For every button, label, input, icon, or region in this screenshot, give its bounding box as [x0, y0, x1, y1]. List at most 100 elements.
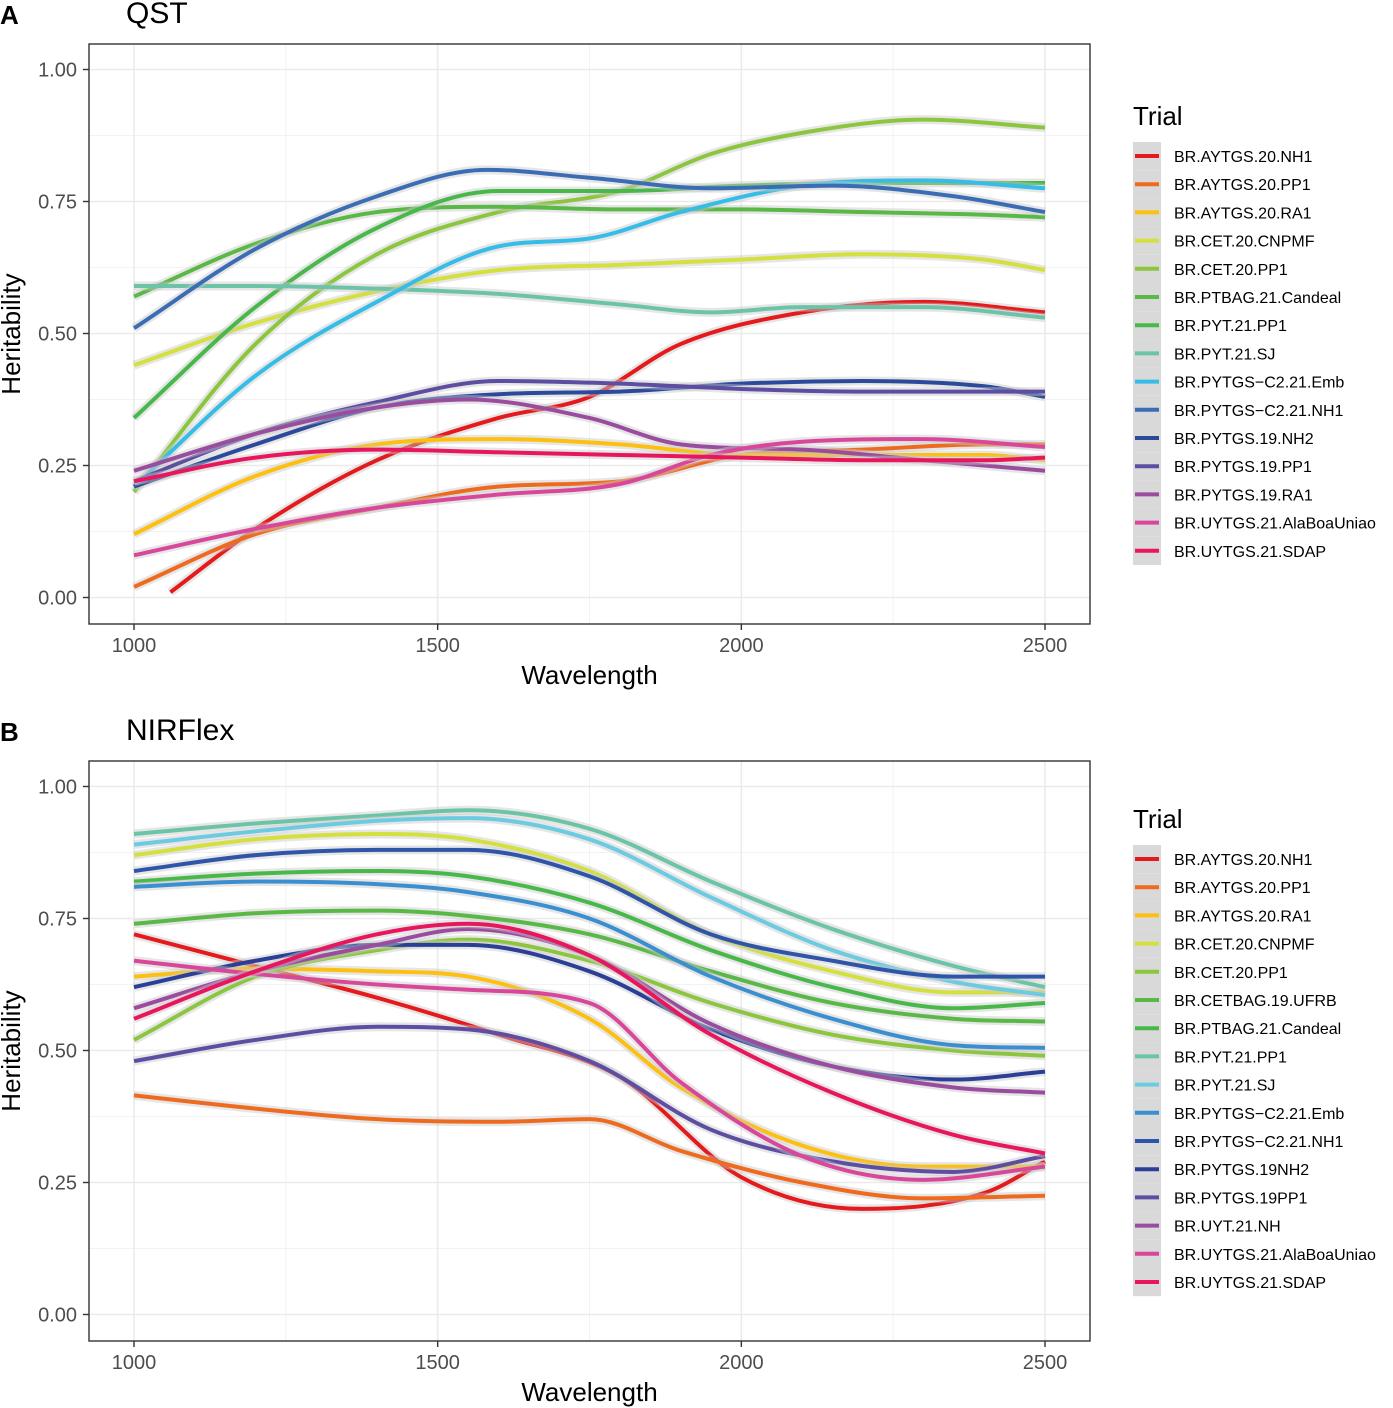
x-axis-title: Wavelength	[521, 660, 657, 690]
series-line	[133, 379, 1046, 489]
panel-letter: B	[0, 717, 19, 747]
series-line	[133, 1024, 1046, 1174]
series-line	[133, 868, 1046, 1011]
y-tick-label: 1.00	[38, 60, 77, 82]
legend-label: BR.PYT.21.SJ	[1174, 1078, 1275, 1095]
legend: Trial BR.AYTGS.20.NH1 BR.AYTGS.20.PP1 BR.AY…	[1133, 101, 1376, 565]
panel-title: QST	[126, 0, 188, 30]
legend-item: BR.CETBAG.19.UFRB	[1133, 986, 1337, 1015]
axes: 1000 1500 2000 2500 0.00 0.25 0.50 0.75 1.00 Wave…	[0, 60, 1067, 691]
x-tick-label: 2000	[719, 635, 764, 657]
legend-label: BR.PTBAG.21.Candeal	[1174, 1021, 1341, 1038]
legend-item: BR.CET.20.CNPMF	[1133, 929, 1315, 958]
legend-label: BR.AYTGS.20.PP1	[1174, 880, 1311, 897]
series-line	[133, 283, 1046, 320]
legend-label: BR.PYTGS−C2.21.Emb	[1174, 375, 1344, 392]
legend-label: BR.PYTGS−C2.21.Emb	[1174, 1106, 1344, 1123]
legend-label: BR.PYTGS−C2.21.NH1	[1174, 403, 1344, 420]
series-line	[133, 958, 1046, 1182]
y-tick-label: 1.00	[38, 777, 77, 799]
legend-item: BR.PYTGS−C2.21.NH1	[1133, 1127, 1344, 1156]
legend-label: BR.AYTGS.20.RA1	[1174, 205, 1312, 222]
grid-lines	[89, 44, 1090, 624]
series-group	[130, 115, 1046, 596]
legend-label: BR.PYTGS−C2.21.NH1	[1174, 1134, 1344, 1151]
series-group	[131, 805, 1048, 1214]
legend-item: BR.UYTGS.21.SDAP	[1133, 536, 1326, 565]
legend-item: BR.UYT.21.NH	[1133, 1211, 1281, 1240]
legend-label: BR.PYTGS.19.RA1	[1174, 487, 1313, 504]
series-line	[169, 299, 1046, 594]
x-tick-label: 2000	[719, 1352, 764, 1374]
legend-item: BR.AYTGS.20.NH1	[1133, 845, 1313, 874]
series-line	[133, 397, 1046, 473]
legend-label: BR.UYT.21.NH	[1174, 1219, 1281, 1236]
y-tick-label: 0.50	[38, 324, 77, 346]
series-line	[133, 942, 1046, 1082]
legend-label: BR.UYTGS.21.SDAP	[1174, 544, 1326, 561]
legend-item: BR.PTBAG.21.Candeal	[1133, 1014, 1341, 1043]
legend-label: BR.PYTGS.19PP1	[1174, 1190, 1307, 1207]
x-tick-label: 1000	[112, 1352, 157, 1374]
legend-item: BR.CET.20.PP1	[1133, 957, 1288, 986]
legend-label: BR.PYT.21.PP1	[1174, 318, 1287, 335]
legend-item: BR.PYT.21.PP1	[1133, 1042, 1287, 1071]
panel-a: A QST 1000 1500 2000 2500 0.00 0.25 0.50 0.75 1.00…	[0, 0, 1376, 690]
legend-item: BR.PYTGS−C2.21.NH1	[1133, 395, 1344, 424]
series-line	[133, 908, 1046, 1024]
legend-label: BR.CET.20.PP1	[1174, 262, 1288, 279]
series-line	[132, 167, 1046, 330]
y-axis-title: Heritability	[0, 990, 26, 1111]
legend-item: BR.PYT.21.SJ	[1133, 1070, 1275, 1099]
y-axis-title: Heritability	[0, 273, 26, 394]
axes: 1000 1500 2000 2500 0.00 0.25 0.50 0.75 1.00 Wave…	[0, 777, 1067, 1408]
legend-item: BR.PYTGS.19.NH2	[1133, 424, 1314, 453]
series-line	[133, 832, 1045, 995]
series-line	[133, 921, 1046, 1156]
series-line	[133, 447, 1046, 484]
series-line	[132, 117, 1046, 494]
legend-item: BR.CET.20.CNPMF	[1133, 226, 1315, 255]
legend-label: BR.CET.20.CNPMF	[1174, 937, 1315, 954]
legend-label: BR.CET.20.CNPMF	[1174, 234, 1315, 251]
legend-label: BR.PYTGS.19.PP1	[1174, 459, 1312, 476]
x-tick-label: 1500	[415, 1352, 460, 1374]
legend-title: Trial	[1133, 101, 1183, 131]
legend-label: BR.PTBAG.21.Candeal	[1174, 290, 1341, 307]
series-line	[133, 442, 1045, 589]
legend-item: BR.AYTGS.20.PP1	[1133, 170, 1311, 199]
panel-title: NIRFlex	[126, 714, 234, 747]
legend-item: BR.PYTGS.19NH2	[1133, 1155, 1309, 1184]
legend-item: BR.AYTGS.20.PP1	[1133, 873, 1311, 902]
legend-item: BR.PYTGS.19.PP1	[1133, 452, 1312, 481]
series-line	[133, 1093, 1046, 1201]
y-tick-label: 0.00	[38, 1305, 77, 1327]
x-axis-title: Wavelength	[521, 1377, 657, 1407]
series-line	[133, 847, 1045, 979]
series-line	[132, 178, 1046, 489]
x-tick-label: 1000	[112, 635, 157, 657]
legend-item: BR.UYTGS.21.AlaBoaUniao	[1133, 1239, 1376, 1268]
panel-letter: A	[0, 0, 19, 30]
series-line	[133, 816, 1046, 998]
y-tick-label: 0.50	[38, 1041, 77, 1063]
legend-item: BR.PYTGS−C2.21.Emb	[1133, 367, 1344, 396]
legend: Trial BR.AYTGS.20.NH1 BR.AYTGS.20.PP1 BR.AY…	[1133, 804, 1376, 1297]
legend-label: BR.AYTGS.20.NH1	[1174, 852, 1313, 869]
y-tick-label: 0.75	[38, 909, 77, 931]
legend-label: BR.CET.20.PP1	[1174, 965, 1288, 982]
legend-item: BR.AYTGS.20.RA1	[1133, 901, 1312, 930]
series-line	[133, 437, 1046, 558]
y-tick-label: 0.75	[38, 192, 77, 214]
legend-item: BR.PYTGS.19PP1	[1133, 1183, 1307, 1212]
legend-label: BR.PYTGS.19NH2	[1174, 1162, 1309, 1179]
legend-item: BR.AYTGS.20.RA1	[1133, 198, 1312, 227]
series-line	[133, 937, 1046, 1058]
y-tick-label: 0.25	[38, 456, 77, 478]
legend-item: BR.AYTGS.20.NH1	[1133, 142, 1313, 171]
legend-title: Trial	[1133, 804, 1183, 834]
series-line	[133, 437, 1046, 536]
x-tick-label: 2500	[1023, 1352, 1068, 1374]
legend-item: BR.PYTGS−C2.21.Emb	[1133, 1098, 1344, 1127]
legend-label: BR.CETBAG.19.UFRB	[1174, 993, 1337, 1010]
